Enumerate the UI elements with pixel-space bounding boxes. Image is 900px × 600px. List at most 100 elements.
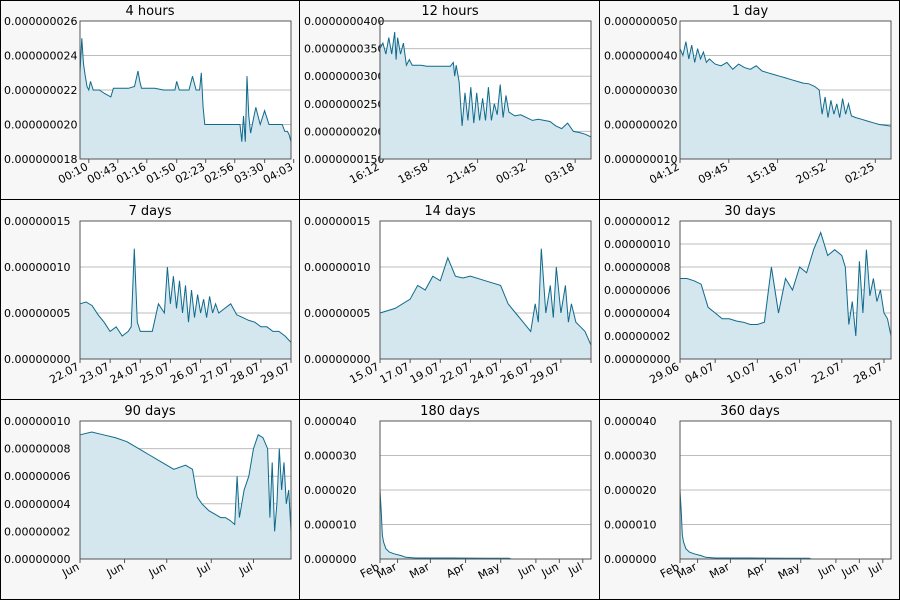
x-tick-label: Jul [865, 560, 884, 578]
y-tick-label: 0.000000020 [604, 119, 677, 132]
y-tick-label: 0.000000 [304, 553, 357, 566]
chart-title: 180 days [420, 404, 480, 419]
y-tick-label: 0.000000050 [604, 15, 677, 28]
y-tick-label: 0.00000004 [4, 498, 70, 511]
plot-border [79, 20, 292, 160]
y-tick-label: 0.00000006 [4, 470, 70, 483]
y-tick-label: 0.000030 [304, 450, 357, 463]
chart-title: 12 hours [421, 4, 478, 19]
series-line [679, 489, 891, 560]
y-tick-label: 0.00000000 [304, 353, 370, 366]
series-area [80, 38, 291, 159]
y-tick-label: 0.00000006 [604, 284, 670, 297]
chart-title: 1 day [732, 4, 769, 19]
plot-border [679, 20, 892, 160]
chart-panel-8: 180 days 0.000000 0.000010 0.000020 0.000030… [300, 400, 600, 600]
y-tick-label: 0.000040 [304, 415, 357, 428]
plot-border [379, 420, 592, 560]
plot-border [679, 220, 892, 360]
y-tick-label: 0.00000000 [604, 353, 670, 366]
series-line [379, 489, 591, 560]
y-tick-label: 0.000010 [604, 519, 657, 532]
chart-svg: 7 days 0.00000000 0.00000005 0.00000010 0.00… [0, 200, 300, 400]
y-tick-label: 0.00000002 [4, 525, 70, 538]
y-tick-label: 0.0000000250 [304, 98, 384, 111]
y-tick-label: 0.000000024 [4, 50, 77, 63]
y-tick-label: 0.00000005 [4, 307, 70, 320]
plot-border [379, 20, 592, 160]
chart-panel-6: 30 days 0.00000000 0.00000002 0.00000004 0.0… [600, 200, 900, 400]
y-tick-label: 0.00000010 [4, 261, 70, 274]
y-tick-label: 0.0000000150 [304, 153, 384, 166]
series-area [80, 432, 291, 559]
y-tick-label: 0.000000030 [604, 84, 677, 97]
plot-border [679, 420, 892, 560]
chart-svg: 12 hours 0.0000000150 0.0000000200 0.000000… [300, 0, 600, 200]
chart-panel-7: 90 days 0.00000000 0.00000002 0.00000004 0.0… [0, 400, 300, 600]
series-area [80, 248, 291, 359]
plot-border [379, 220, 592, 360]
y-tick-label: 0.00000005 [304, 307, 370, 320]
series-line [680, 231, 892, 337]
series-area [380, 248, 591, 359]
y-tick-label: 0.00000010 [4, 415, 70, 428]
chart-title: 14 days [424, 204, 476, 219]
series-area [380, 32, 591, 159]
series-line [79, 431, 292, 532]
series-area [680, 41, 891, 160]
chart-svg: 90 days 0.00000000 0.00000002 0.00000004 0.0… [0, 400, 300, 600]
y-tick-label: 0.000000022 [4, 84, 77, 97]
y-tick-label: 0.00000015 [304, 215, 370, 228]
y-tick-label: 0.0000000200 [304, 125, 384, 138]
y-tick-label: 0.0000000300 [304, 70, 384, 83]
y-tick-label: 0.00000010 [604, 238, 670, 251]
chart-svg: 4 hours 0.000000018 0.000000020 0.000000022… [0, 0, 300, 200]
y-tick-label: 0.000000 [604, 553, 657, 566]
y-tick-label: 0.000040 [604, 415, 657, 428]
y-tick-label: 0.00000000 [4, 553, 70, 566]
chart-panel-5: 14 days 0.00000000 0.00000005 0.00000010 0.0… [300, 200, 600, 400]
y-tick-label: 0.00000008 [604, 261, 670, 274]
y-tick-label: 0.00000002 [604, 330, 670, 343]
chart-panel-2: 12 hours 0.0000000150 0.0000000200 0.000000… [300, 0, 600, 200]
y-tick-label: 0.0000000400 [304, 15, 384, 28]
plot-border [79, 220, 292, 360]
chart-svg: 14 days 0.00000000 0.00000005 0.00000010 0.0… [300, 200, 600, 400]
y-tick-label: 0.00000004 [604, 307, 670, 320]
y-tick-label: 0.000010 [304, 519, 357, 532]
series-line [79, 248, 292, 343]
y-tick-label: 0.00000012 [604, 215, 670, 228]
chart-title: 90 days [124, 404, 176, 419]
chart-title: 7 days [128, 204, 171, 219]
chart-panel-3: 1 day 0.000000010 0.000000020 0.000000030 0.… [600, 0, 900, 200]
y-tick-label: 0.000000040 [604, 50, 677, 63]
series-area [680, 232, 891, 359]
x-tick-label: Jul [565, 560, 584, 578]
series-line [679, 41, 892, 127]
x-tick-label: Jul [236, 560, 255, 578]
chart-svg: 1 day 0.000000010 0.000000020 0.000000030 0.… [600, 0, 900, 200]
y-tick-label: 0.000030 [604, 450, 657, 463]
y-tick-label: 0.000000026 [4, 15, 77, 28]
x-tick-label: Jul [194, 560, 213, 578]
y-tick-label: 0.0000000350 [304, 43, 384, 56]
y-tick-label: 0.000000018 [4, 153, 77, 166]
y-tick-label: 0.00000008 [4, 443, 70, 456]
plot-border [79, 420, 292, 560]
chart-svg: 30 days 0.00000000 0.00000002 0.00000004 0.0… [600, 200, 900, 400]
series-line [379, 248, 592, 346]
y-tick-label: 0.00000015 [4, 215, 70, 228]
y-tick-label: 0.00000000 [4, 353, 70, 366]
chart-panel-1: 4 hours 0.000000018 0.000000020 0.000000022… [0, 0, 300, 200]
chart-svg: 180 days 0.000000 0.000010 0.000020 0.000030… [300, 400, 600, 600]
y-tick-label: 0.00000010 [304, 261, 370, 274]
chart-title: 360 days [720, 404, 780, 419]
chart-panel-4: 7 days 0.00000000 0.00000005 0.00000010 0.00… [0, 200, 300, 400]
y-tick-label: 0.000000010 [604, 153, 677, 166]
y-tick-label: 0.000020 [604, 484, 657, 497]
chart-title: 30 days [724, 204, 776, 219]
chart-svg: 360 days 0.000000 0.000010 0.000020 0.000030… [600, 400, 900, 600]
chart-title: 4 hours [126, 4, 175, 19]
series-line [379, 31, 592, 138]
